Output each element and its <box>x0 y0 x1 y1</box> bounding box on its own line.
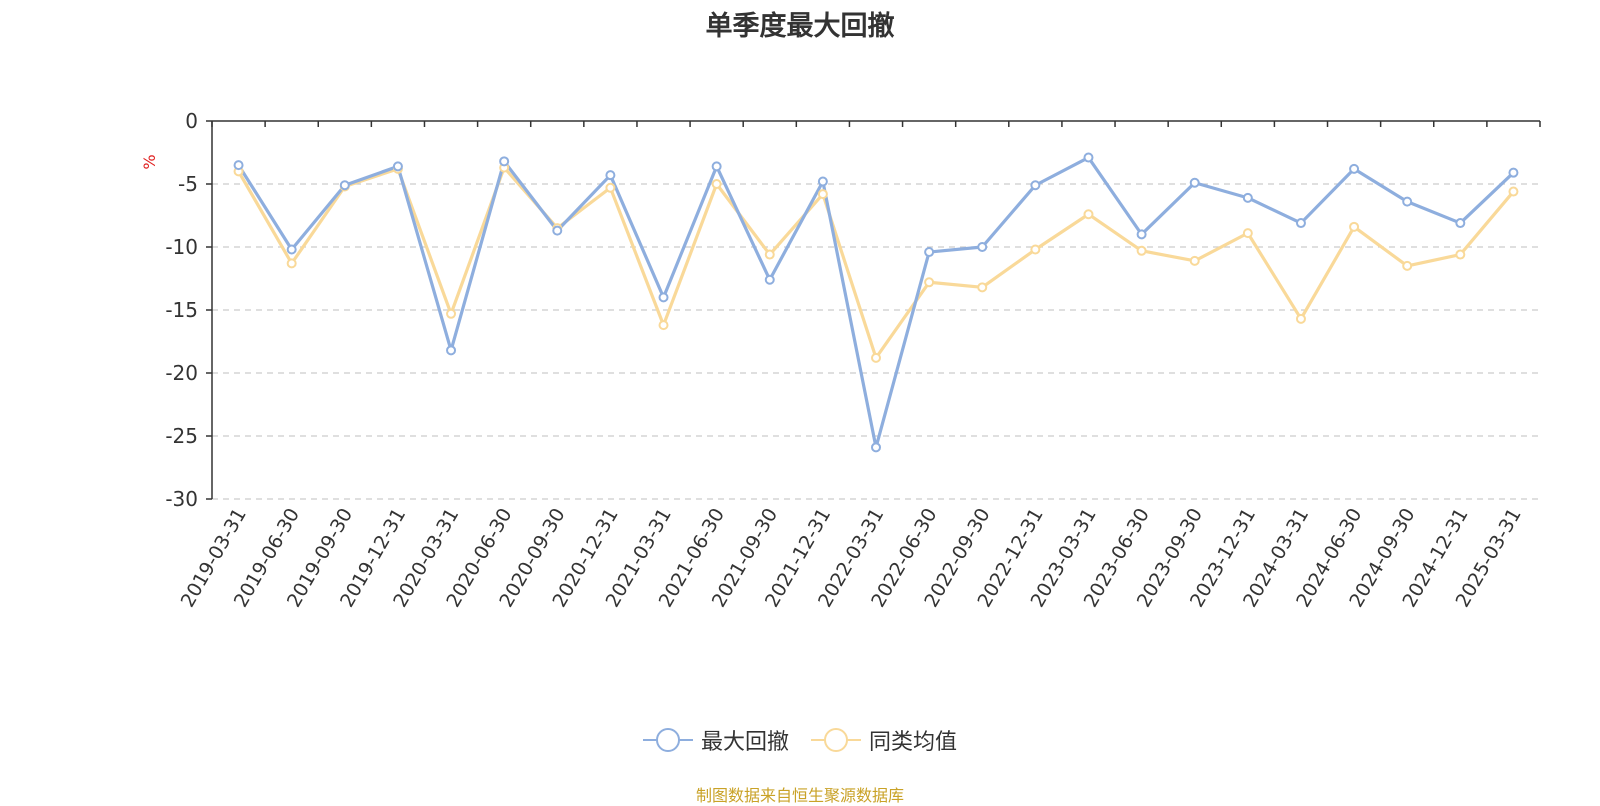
legend-item-peer-average[interactable]: 同类均值 <box>811 724 957 756</box>
data-point <box>446 308 457 319</box>
data-point <box>977 242 988 252</box>
series-line <box>237 166 1515 360</box>
data-point <box>711 179 722 189</box>
data-point <box>1189 255 1200 266</box>
data-point <box>871 442 881 453</box>
data-point <box>764 249 775 260</box>
y-tick-label: -10 <box>165 235 198 259</box>
data-point <box>1242 228 1253 239</box>
data-point <box>1083 209 1094 220</box>
y-tick-label: -20 <box>165 361 198 385</box>
data-point <box>446 345 457 356</box>
data-point <box>1083 152 1094 163</box>
data-point <box>1295 313 1306 324</box>
gridlines <box>212 183 1540 500</box>
legend-label: 同类均值 <box>869 730 958 755</box>
y-tick-label: -25 <box>165 424 198 448</box>
data-point <box>1455 218 1466 229</box>
chart-title: 单季度最大回撤 <box>705 11 895 42</box>
data-point <box>817 189 828 200</box>
data-point <box>658 292 669 303</box>
y-axis-label: % <box>140 154 159 169</box>
data-point <box>871 352 881 363</box>
data-point <box>1349 221 1360 232</box>
source-note: 制图数据来自恒生聚源数据库 <box>695 786 904 805</box>
data-point <box>1242 192 1253 203</box>
data-point <box>286 258 297 269</box>
y-tick-label: 0 <box>185 109 198 133</box>
data-point <box>499 156 510 167</box>
data-point <box>1136 245 1147 256</box>
data-point <box>286 244 297 255</box>
legend-label: 最大回撤 <box>700 730 789 755</box>
y-tick-label: -5 <box>178 172 198 196</box>
data-point <box>1136 229 1147 240</box>
data-point <box>924 247 935 258</box>
data-point <box>977 282 988 293</box>
data-point <box>233 160 244 171</box>
y-tick-label: -15 <box>165 298 198 322</box>
data-point <box>924 277 935 288</box>
data-point <box>817 176 828 187</box>
data-point <box>1349 163 1360 174</box>
data-point <box>339 180 350 191</box>
data-point <box>1508 167 1519 178</box>
y-tick-label: -30 <box>165 487 198 511</box>
data-point <box>711 161 722 172</box>
data-point <box>1189 177 1200 188</box>
data-point <box>605 170 616 181</box>
data-point <box>552 225 563 236</box>
legend-line-icon <box>811 728 861 752</box>
legend: 最大回撤 同类均值 <box>0 724 1600 756</box>
series-line <box>237 155 1515 449</box>
data-point <box>1295 218 1306 229</box>
series-lines <box>233 152 1519 453</box>
data-point <box>1030 244 1041 255</box>
data-point <box>658 320 669 331</box>
data-point <box>1402 196 1413 207</box>
data-point <box>764 274 775 285</box>
data-point <box>1030 180 1041 191</box>
data-point <box>1402 260 1413 271</box>
data-point <box>1508 186 1519 197</box>
data-point <box>605 182 616 193</box>
legend-line-icon <box>642 728 693 752</box>
legend-item-max-drawdown[interactable]: 最大回撤 <box>642 724 789 756</box>
data-point <box>1455 249 1466 260</box>
data-point <box>392 161 403 172</box>
